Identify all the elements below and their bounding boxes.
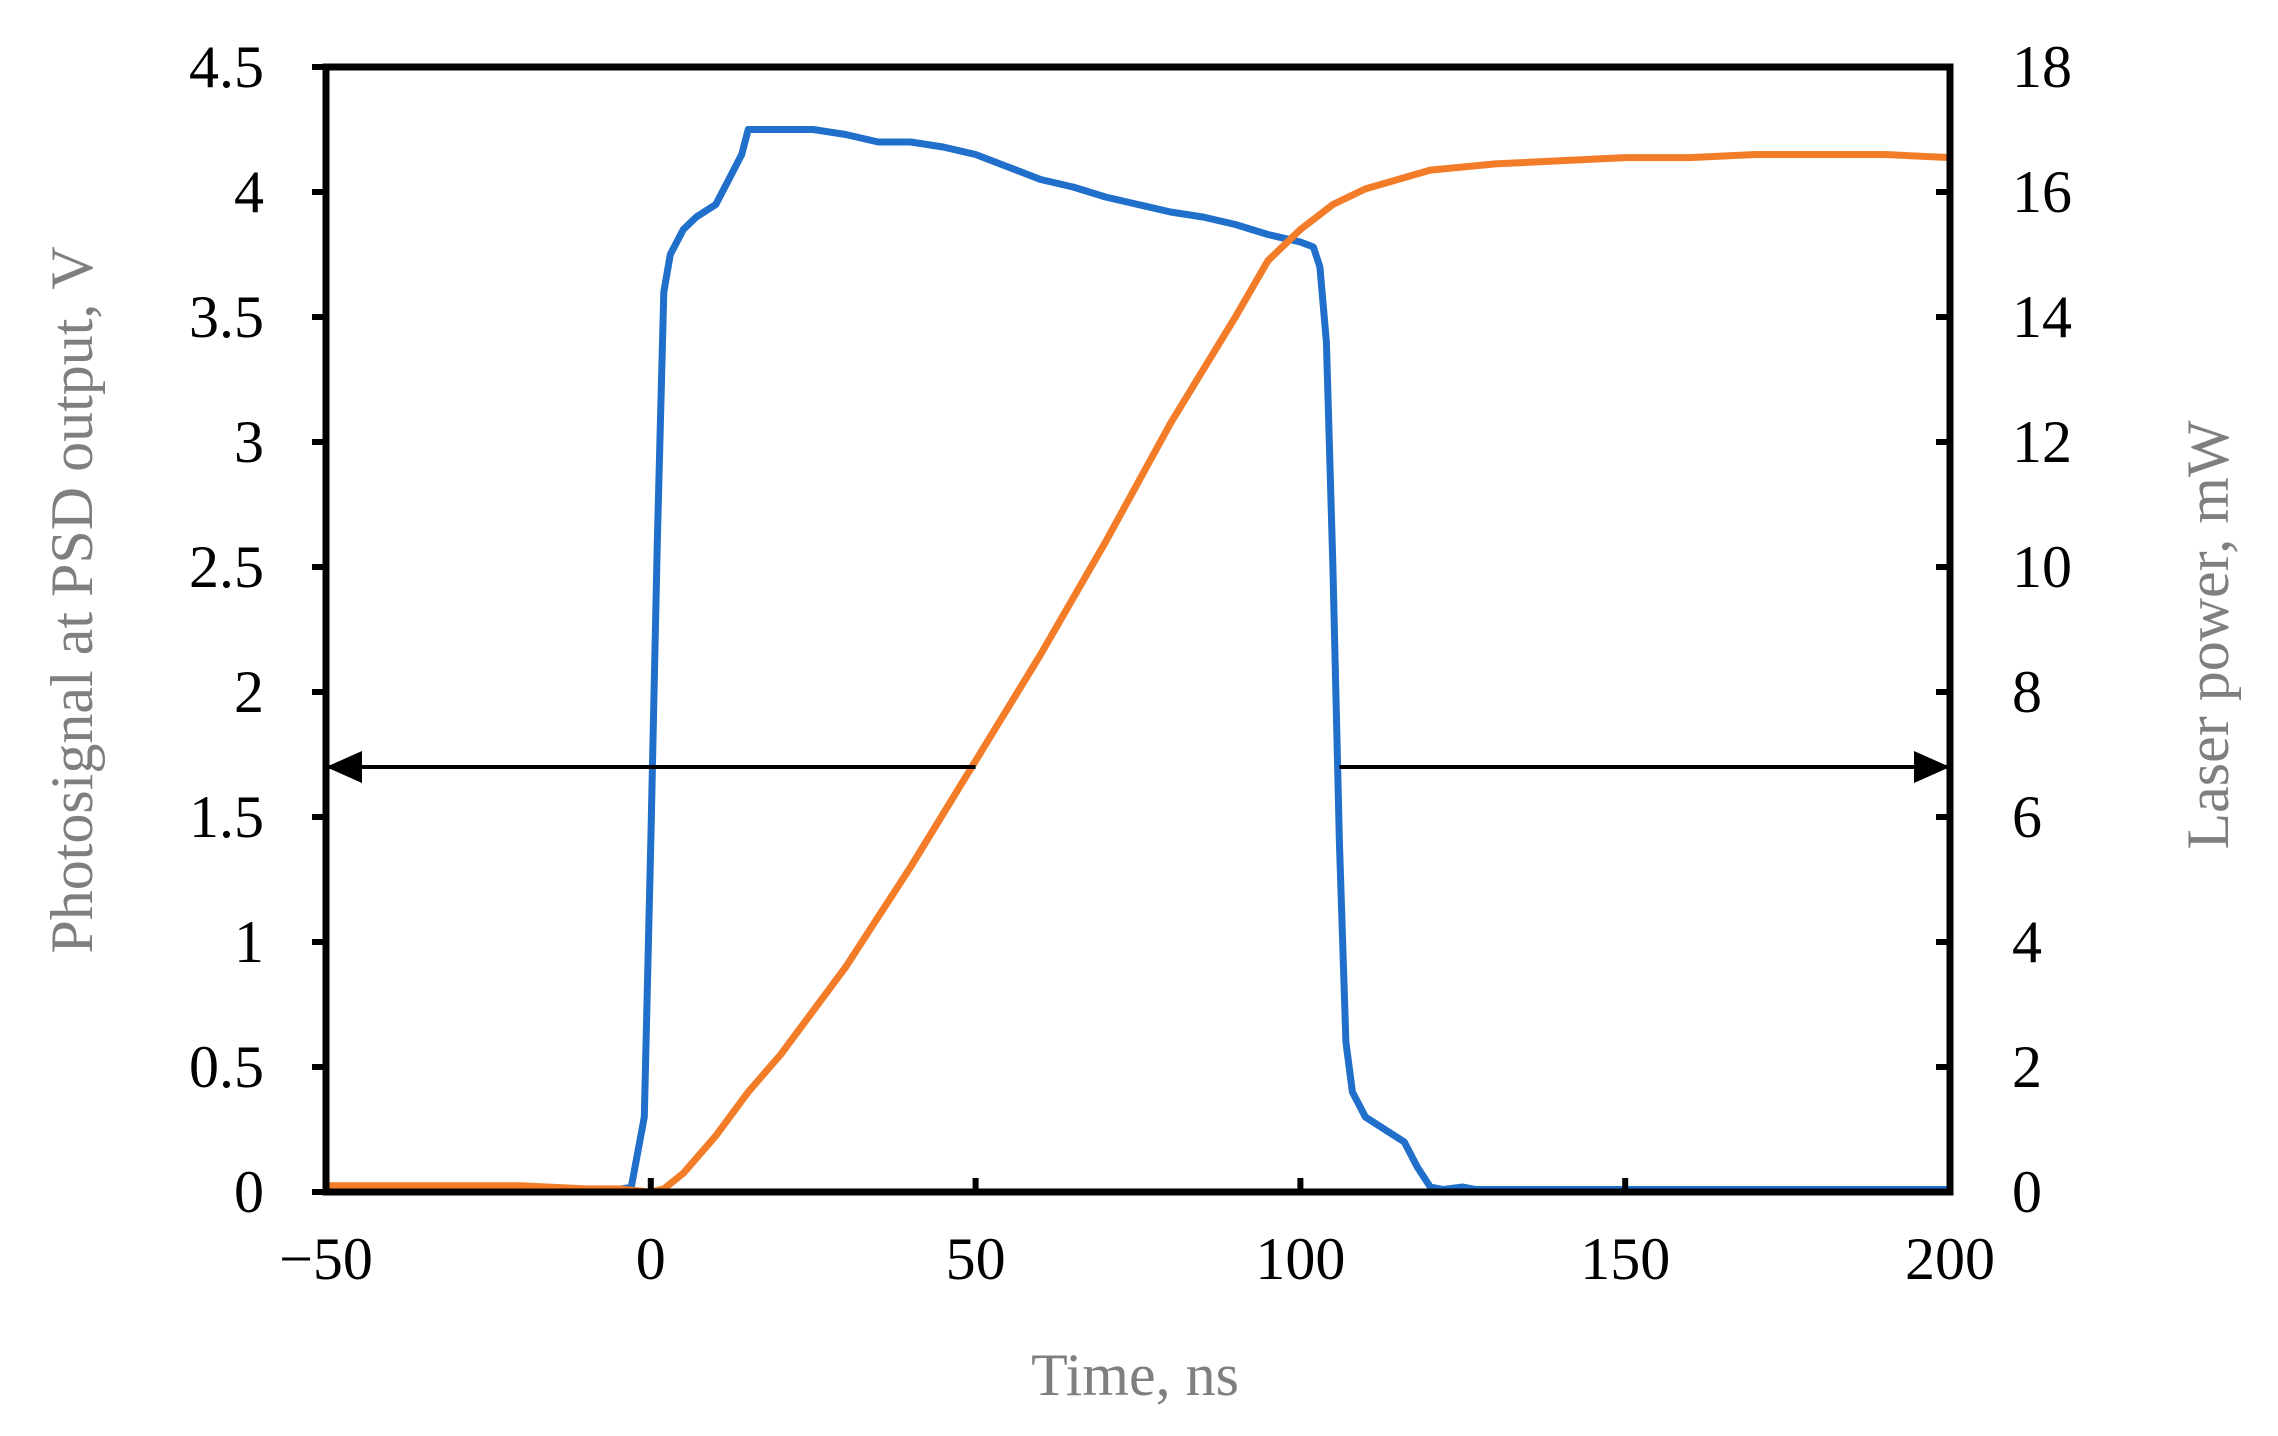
y-left-tick-label: 2 — [234, 659, 264, 725]
x-axis-title: Time, ns — [1031, 1342, 1239, 1408]
y-left-tick-label: 4.5 — [189, 34, 264, 100]
right-y-axis-title: Laser power, mW — [2175, 420, 2241, 849]
y-left-tick-label: 4 — [234, 159, 264, 225]
y-right-tick-label: 4 — [2012, 909, 2042, 975]
y-left-tick-label: 2.5 — [189, 534, 264, 600]
y-right-tick-label: 6 — [2012, 784, 2042, 850]
y-right-tick-label: 0 — [2012, 1159, 2042, 1225]
y-left-tick-label: 0.5 — [189, 1034, 264, 1100]
y-right-tick-label: 14 — [2012, 284, 2072, 350]
y-right-tick-label: 10 — [2012, 534, 2072, 600]
x-tick-label: 200 — [1905, 1226, 1995, 1292]
x-tick-label: 50 — [946, 1226, 1006, 1292]
y-left-tick-label: 3.5 — [189, 284, 264, 350]
y-left-tick-label: 3 — [234, 409, 264, 475]
y-right-tick-label: 16 — [2012, 159, 2072, 225]
x-tick-label: −50 — [279, 1226, 373, 1292]
y-right-tick-label: 12 — [2012, 409, 2072, 475]
series-line-laser-power — [322, 151, 1954, 1196]
y-right-tick-label: 8 — [2012, 659, 2042, 725]
left-y-axis-title: Photosignal at PSD output, V — [39, 246, 105, 953]
x-tick-label: 150 — [1580, 1226, 1670, 1292]
x-tick-label: 0 — [636, 1226, 666, 1292]
y-left-tick-label: 1 — [234, 909, 264, 975]
series-line-photosignal — [322, 126, 1954, 1196]
y-right-tick-label: 18 — [2012, 34, 2072, 100]
x-tick-label: 100 — [1255, 1226, 1345, 1292]
y-left-tick-label: 0 — [234, 1159, 264, 1225]
y-right-tick-label: 2 — [2012, 1034, 2042, 1100]
tick-layer: −50 0 50 100 150 20000.511.522.533.544.502468… — [189, 34, 2072, 1292]
series-layer — [322, 126, 1954, 1196]
y-left-tick-label: 1.5 — [189, 784, 264, 850]
plot-frame — [322, 63, 1954, 1196]
